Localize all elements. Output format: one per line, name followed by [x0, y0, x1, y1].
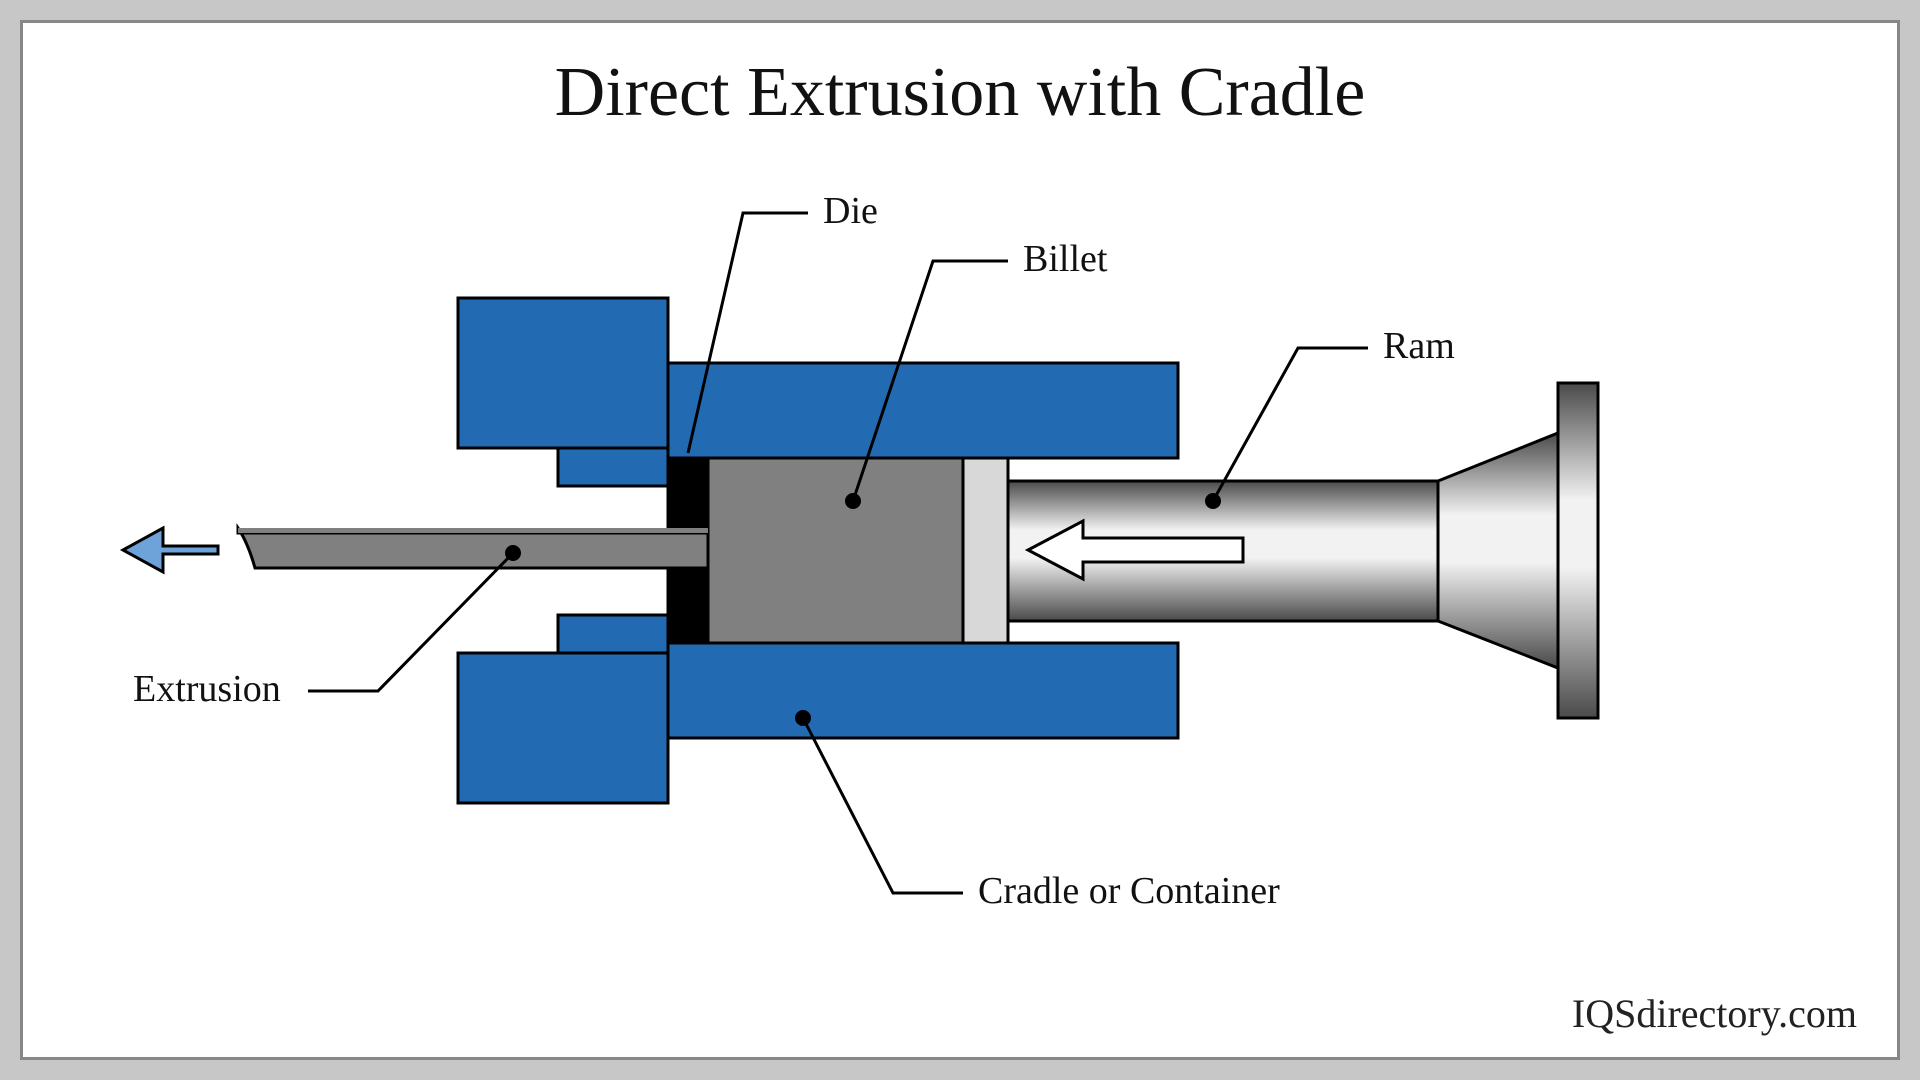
- ram-cone: [1438, 433, 1558, 668]
- label-extrusion: Extrusion: [133, 667, 281, 711]
- holder-inner-bottom: [558, 615, 668, 653]
- direction-arrow-icon: [123, 528, 218, 572]
- extrusion-product: [238, 528, 708, 568]
- label-die: Die: [823, 189, 878, 233]
- billet: [708, 458, 963, 643]
- holder-inner-top: [558, 448, 668, 486]
- diagram-svg: [23, 23, 1903, 1063]
- ram-flange: [1558, 383, 1598, 718]
- label-billet: Billet: [1023, 237, 1107, 281]
- container-bottom: [668, 643, 1178, 738]
- die-holder-top: [458, 298, 668, 448]
- label-ram: Ram: [1383, 324, 1455, 368]
- watermark: IQSdirectory.com: [1572, 990, 1857, 1037]
- label-cradle: Cradle or Container: [978, 869, 1280, 913]
- extrusion-product-top: [238, 528, 708, 533]
- container-top: [668, 363, 1178, 458]
- dummy-pad: [963, 458, 1008, 643]
- die-holder-bottom: [458, 653, 668, 803]
- diagram-frame: Direct Extrusion with Cradle: [20, 20, 1900, 1060]
